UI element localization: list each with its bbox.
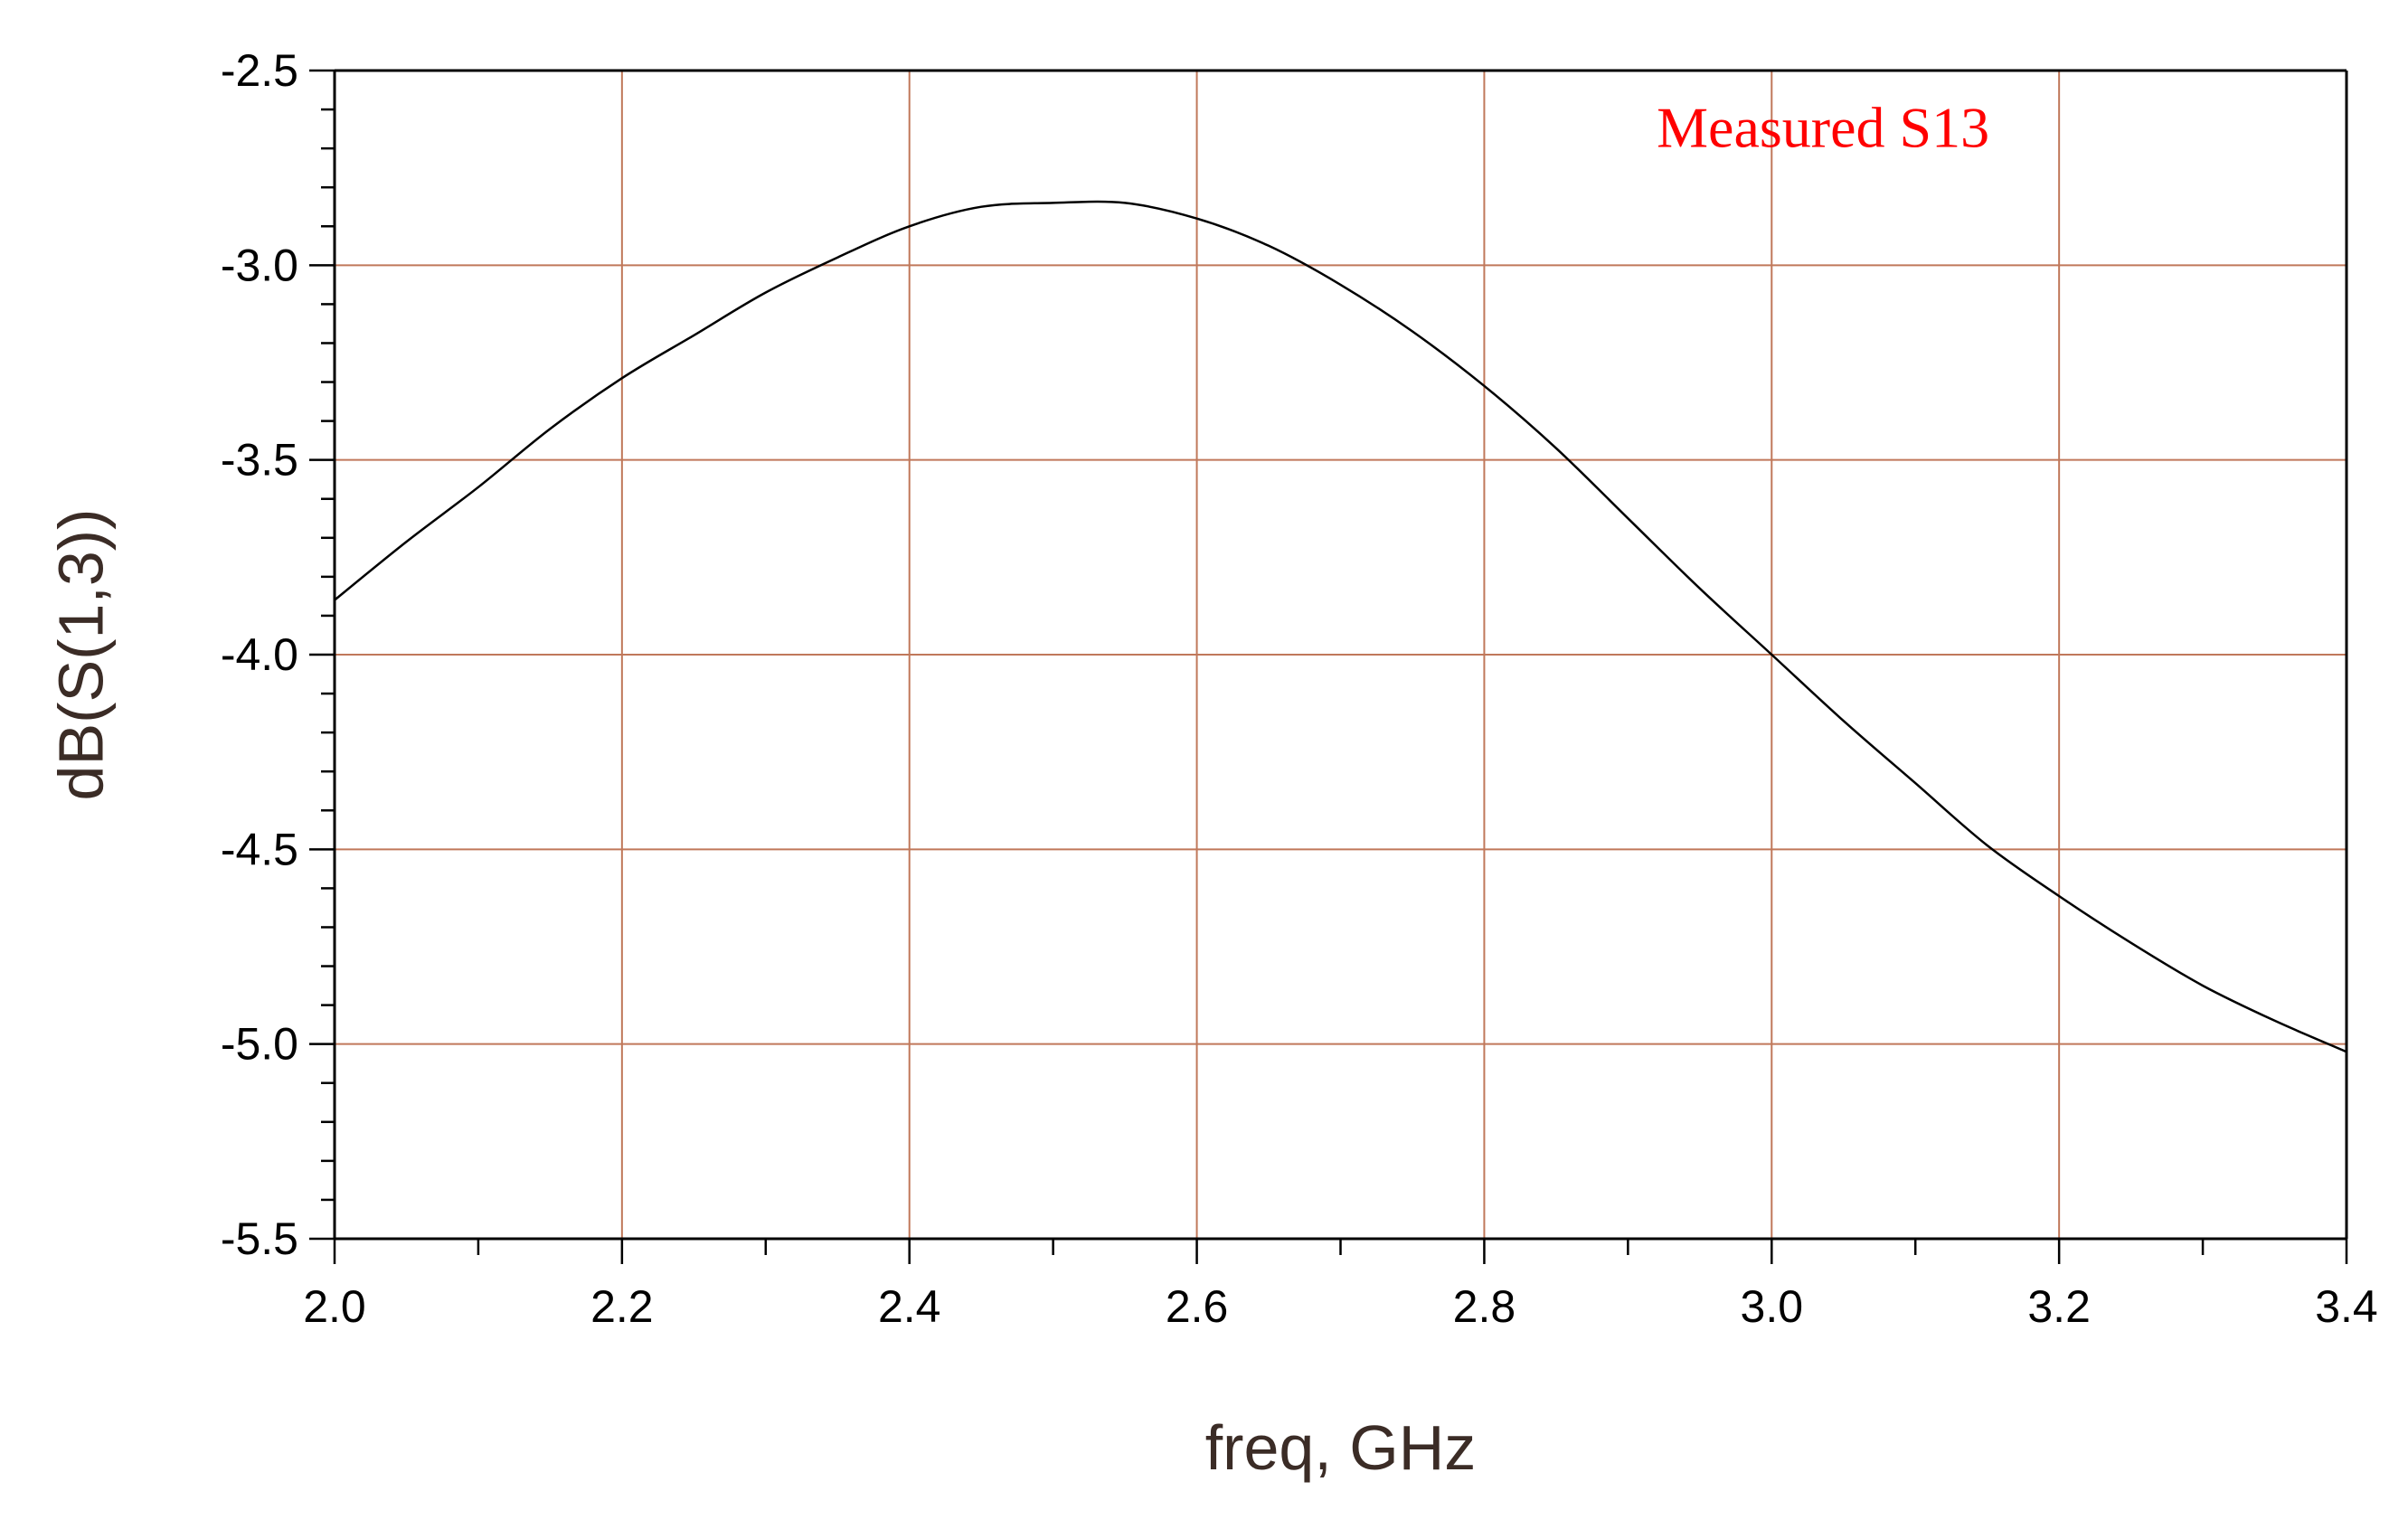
y-axis-tick-labels: -2.5 -3.0 -3.5 -4.0 -4.5 -5.0 -5.5 [221,45,298,1264]
series-layer [334,200,2347,1053]
x-axis-tick-labels: 2.0 2.2 2.4 2.6 2.8 3.0 3.2 3.4 [303,1281,2378,1332]
x-tick-label: 2.4 [878,1281,941,1332]
y-tick-label: -4.0 [221,629,298,680]
grid-lines [335,71,2347,1239]
series-line [334,200,2347,1053]
x-tick-label: 3.0 [1741,1281,1804,1332]
x-tick-label: 3.4 [2315,1281,2378,1332]
y-tick-label: -5.5 [221,1213,298,1264]
y-tick-label: -4.5 [221,824,298,874]
axis-ticks [309,69,2348,1264]
x-tick-label: 2.0 [303,1281,366,1332]
x-tick-label: 2.8 [1453,1281,1516,1332]
y-tick-label: -5.0 [221,1019,298,1070]
y-tick-label: -3.5 [221,435,298,486]
x-tick-label: 3.2 [2027,1281,2091,1332]
annotation-label: Measured S13 [1657,96,1989,160]
x-tick-label: 2.2 [590,1281,654,1332]
x-axis-title: freq, GHz [1205,1412,1477,1483]
y-axis-title: dB(S(1,3)) [45,509,116,801]
x-tick-label: 2.6 [1166,1281,1229,1332]
y-tick-label: -2.5 [221,45,298,96]
y-tick-label: -3.0 [221,240,298,290]
